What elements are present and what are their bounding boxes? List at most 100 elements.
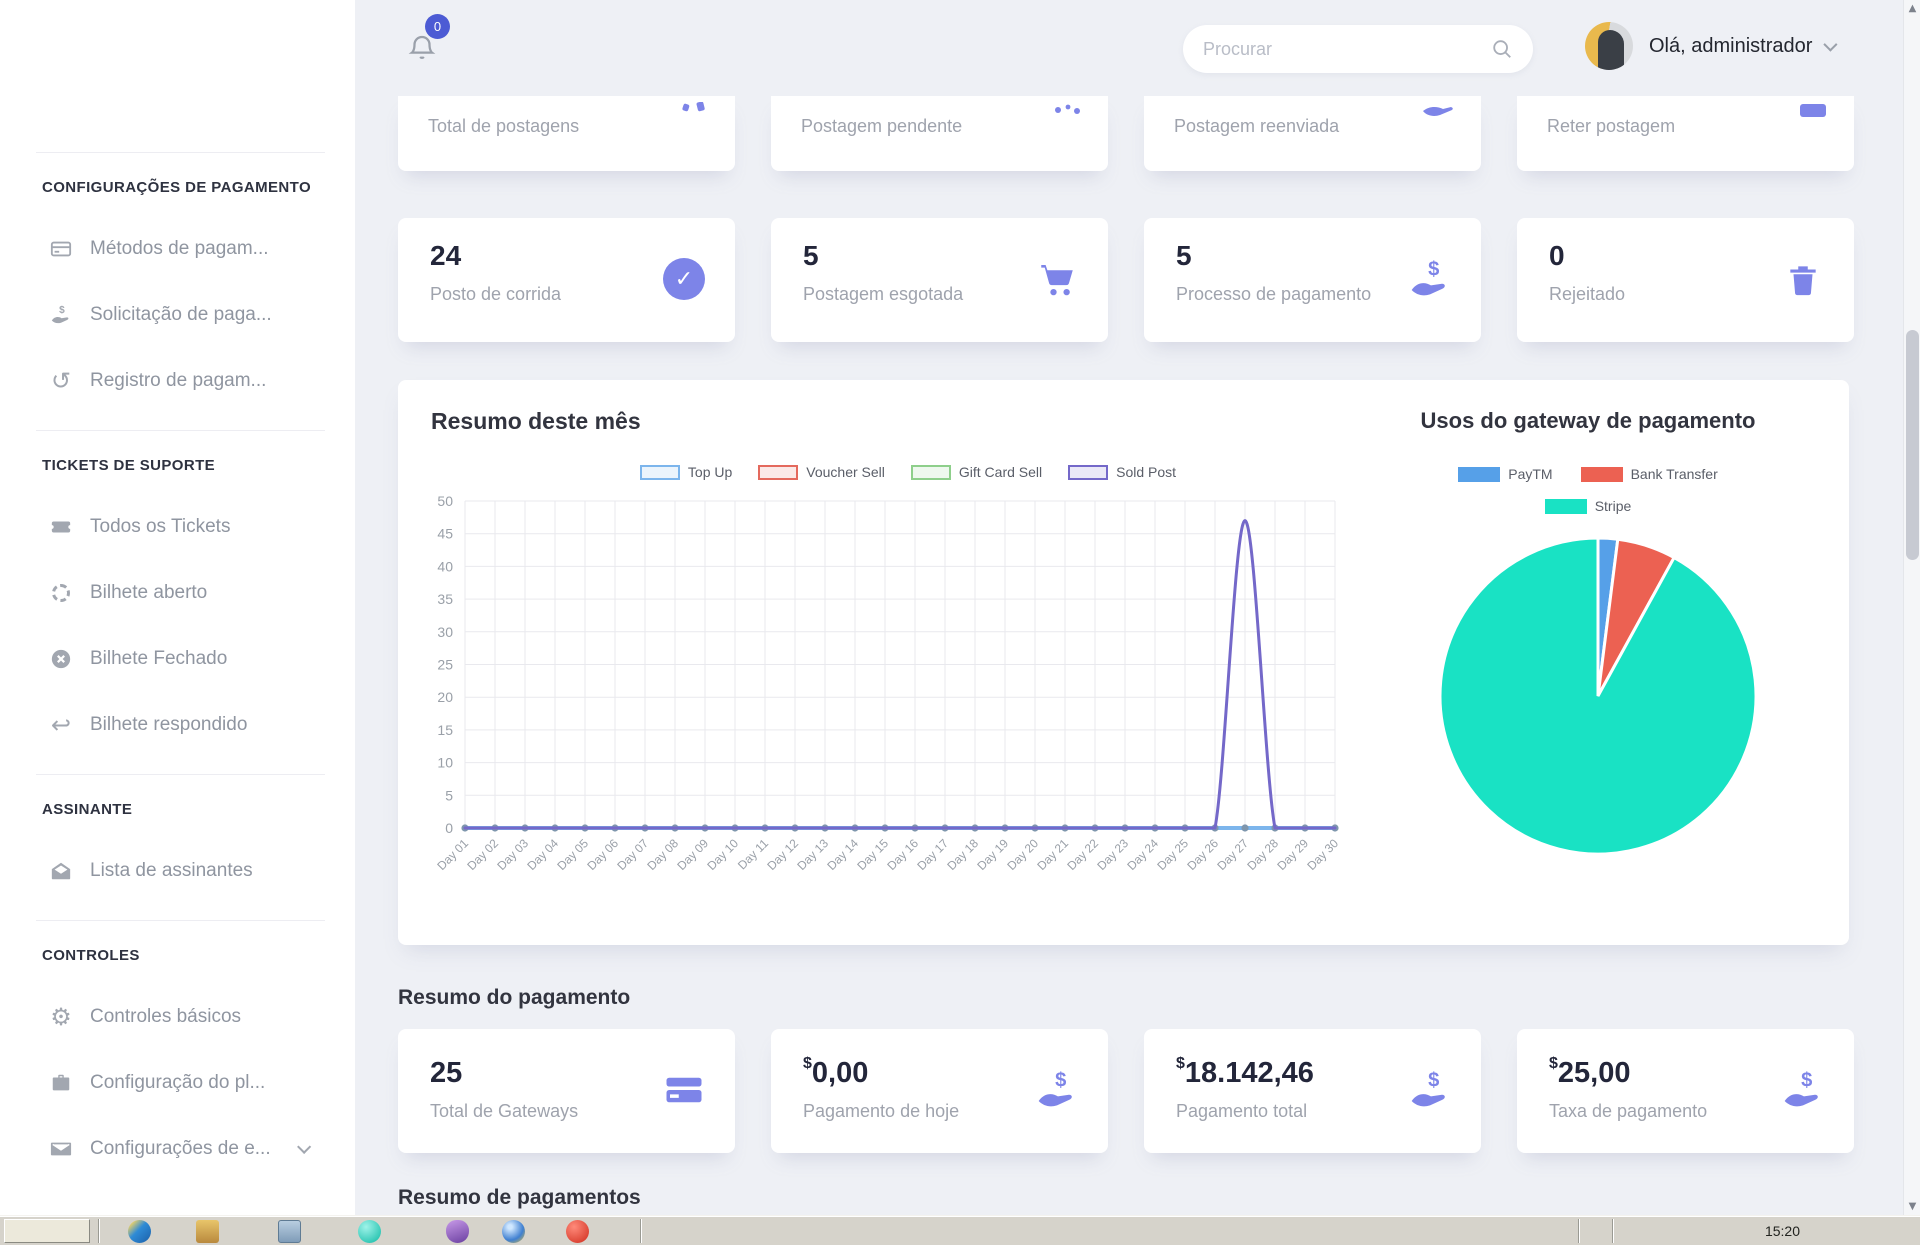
sidebar-item-label: Todos os Tickets — [90, 516, 230, 538]
sidebar-item-payment-log[interactable]: ↺ Registro de pagam... — [46, 368, 355, 394]
stat-card-soldout-post: 5 Postagem esgotada — [771, 218, 1108, 342]
ticket-icon — [46, 514, 76, 540]
red-app-icon[interactable] — [566, 1220, 589, 1243]
hand-dollar-icon: $ — [1407, 1067, 1453, 1113]
svg-text:$: $ — [59, 305, 65, 316]
media-player-icon[interactable] — [446, 1220, 469, 1243]
sidebar-item-label: Configurações de e... — [90, 1138, 271, 1160]
svg-text:Day 09: Day 09 — [674, 836, 711, 873]
payments-summary-heading: Resumo de pagamentos — [398, 1186, 641, 1210]
sidebar-item-plugin-config[interactable]: Configuração do pl... — [46, 1070, 355, 1096]
sidebar-section-subscriber: ASSINANTE — [42, 801, 355, 818]
sidebar-item-label: Lista de assinantes — [90, 860, 253, 882]
credit-card-icon — [661, 1067, 707, 1113]
search-input[interactable] — [1203, 39, 1491, 60]
pay-label: Pagamento total — [1176, 1101, 1307, 1122]
scroll-up-arrow[interactable]: ▲ — [1904, 0, 1920, 17]
svg-text:0: 0 — [445, 820, 453, 836]
svg-text:Day 28: Day 28 — [1244, 836, 1281, 873]
card-label: Reter postagem — [1547, 116, 1675, 137]
pie-chart — [1436, 534, 1760, 858]
taskbar-clock: 15:20 — [1765, 1223, 1800, 1239]
envelope-open-icon — [46, 858, 76, 884]
sidebar: CONFIGURAÇÕES DE PAGAMENTO Métodos de pa… — [0, 0, 355, 1215]
top-header: 0 Olá, administrador — [355, 0, 1903, 96]
cart-icon — [1034, 256, 1080, 302]
stat-label: Postagem esgotada — [803, 284, 963, 305]
sidebar-divider — [36, 920, 325, 921]
hand-dollar-icon: $ — [1780, 1067, 1826, 1113]
sidebar-item-subscriber-list[interactable]: Lista de assinantes — [46, 858, 355, 884]
avatar — [1585, 22, 1633, 70]
svg-text:40: 40 — [437, 558, 453, 574]
hand-dollar-icon: $ — [1034, 1067, 1080, 1113]
svg-text:Day 07: Day 07 — [614, 836, 651, 873]
pay-card-total-gateways: 25 Total de Gateways — [398, 1029, 735, 1153]
pay-card-payment-fee: $25,00 Taxa de pagamento $ — [1517, 1029, 1854, 1153]
pay-value: $0,00 — [803, 1055, 868, 1090]
check-circle-icon: ✓ — [661, 256, 707, 302]
sidebar-item-open-ticket[interactable]: Bilhete aberto — [46, 580, 355, 606]
trash-icon — [1780, 256, 1826, 302]
sidebar-item-label: Bilhete Fechado — [90, 648, 227, 670]
sidebar-divider — [36, 152, 325, 153]
scrollbar-thumb[interactable] — [1906, 330, 1919, 560]
stat-label: Rejeitado — [1549, 284, 1625, 305]
payment-summary-heading: Resumo do pagamento — [398, 986, 630, 1010]
svg-text:Day 19: Day 19 — [974, 836, 1011, 873]
app-window-icon[interactable] — [278, 1220, 301, 1243]
reply-icon: ↩ — [46, 712, 76, 738]
taskbar: 15:20 — [0, 1215, 1920, 1245]
stat-card-pending-post: Postagem pendente — [771, 96, 1108, 171]
sidebar-item-closed-ticket[interactable]: Bilhete Fechado — [46, 646, 355, 672]
chevron-down-icon — [297, 1140, 311, 1154]
folder-icon[interactable] — [196, 1220, 219, 1243]
hand-dollar-icon: $ — [46, 302, 76, 328]
sidebar-item-label: Bilhete aberto — [90, 582, 207, 604]
scroll-down-arrow[interactable]: ▼ — [1904, 1198, 1920, 1215]
svg-text:10: 10 — [437, 755, 453, 771]
tray-separator — [1612, 1219, 1614, 1243]
card-label: Postagem reenviada — [1174, 116, 1339, 137]
sidebar-item-label: Bilhete respondido — [90, 714, 247, 736]
svg-text:Day 05: Day 05 — [554, 836, 591, 873]
legend-voucher-sell: Voucher Sell — [758, 464, 885, 480]
svg-text:5: 5 — [445, 787, 453, 803]
dashboard-screen: CONFIGURAÇÕES DE PAGAMENTO Métodos de pa… — [0, 0, 1920, 1245]
search-icon — [1491, 38, 1513, 60]
internet-explorer-icon[interactable] — [128, 1220, 151, 1243]
user-greeting: Olá, administrador — [1649, 35, 1812, 58]
svg-text:Day 11: Day 11 — [735, 836, 771, 872]
sidebar-item-all-tickets[interactable]: Todos os Tickets — [46, 514, 355, 540]
svg-text:Day 21: Day 21 — [1034, 836, 1071, 873]
messenger-sphere-icon[interactable] — [358, 1220, 381, 1243]
vertical-scrollbar[interactable]: ▲ ▼ — [1903, 0, 1920, 1215]
pending-icon-fragment — [1052, 102, 1082, 125]
sidebar-item-email-settings[interactable]: Configurações de e... — [46, 1136, 355, 1162]
svg-text:$: $ — [1801, 1069, 1812, 1091]
user-menu[interactable]: Olá, administrador — [1585, 22, 1834, 70]
svg-text:Day 01: Day 01 — [434, 836, 471, 873]
sidebar-item-label: Configuração do pl... — [90, 1072, 265, 1094]
sidebar-divider — [36, 430, 325, 431]
svg-text:Day 16: Day 16 — [884, 836, 921, 873]
pay-card-total-payment: $18.142,46 Pagamento total $ — [1144, 1029, 1481, 1153]
globe-app-icon[interactable] — [502, 1220, 525, 1243]
start-button[interactable] — [4, 1219, 90, 1243]
pay-value: 25 — [430, 1055, 462, 1090]
stat-card-race-post: 24 Posto de corrida ✓ — [398, 218, 735, 342]
notification-badge: 0 — [425, 14, 450, 39]
sidebar-item-label: Controles básicos — [90, 1006, 241, 1028]
sidebar-item-payment-methods[interactable]: Métodos de pagam... — [46, 236, 355, 262]
hold-icon-fragment — [1798, 102, 1828, 125]
pay-label: Taxa de pagamento — [1549, 1101, 1707, 1122]
svg-text:Day 23: Day 23 — [1094, 836, 1131, 873]
sidebar-item-basic-controls[interactable]: ⚙ Controles básicos — [46, 1004, 355, 1030]
sidebar-item-payment-request[interactable]: $ Solicitação de paga... — [46, 302, 355, 328]
svg-text:Day 22: Day 22 — [1064, 836, 1101, 873]
stat-value: 0 — [1549, 240, 1565, 272]
x-circle-icon — [46, 646, 76, 672]
sidebar-item-answered-ticket[interactable]: ↩ Bilhete respondido — [46, 712, 355, 738]
taskbar-separator — [640, 1219, 642, 1243]
svg-text:Day 15: Day 15 — [854, 836, 891, 873]
